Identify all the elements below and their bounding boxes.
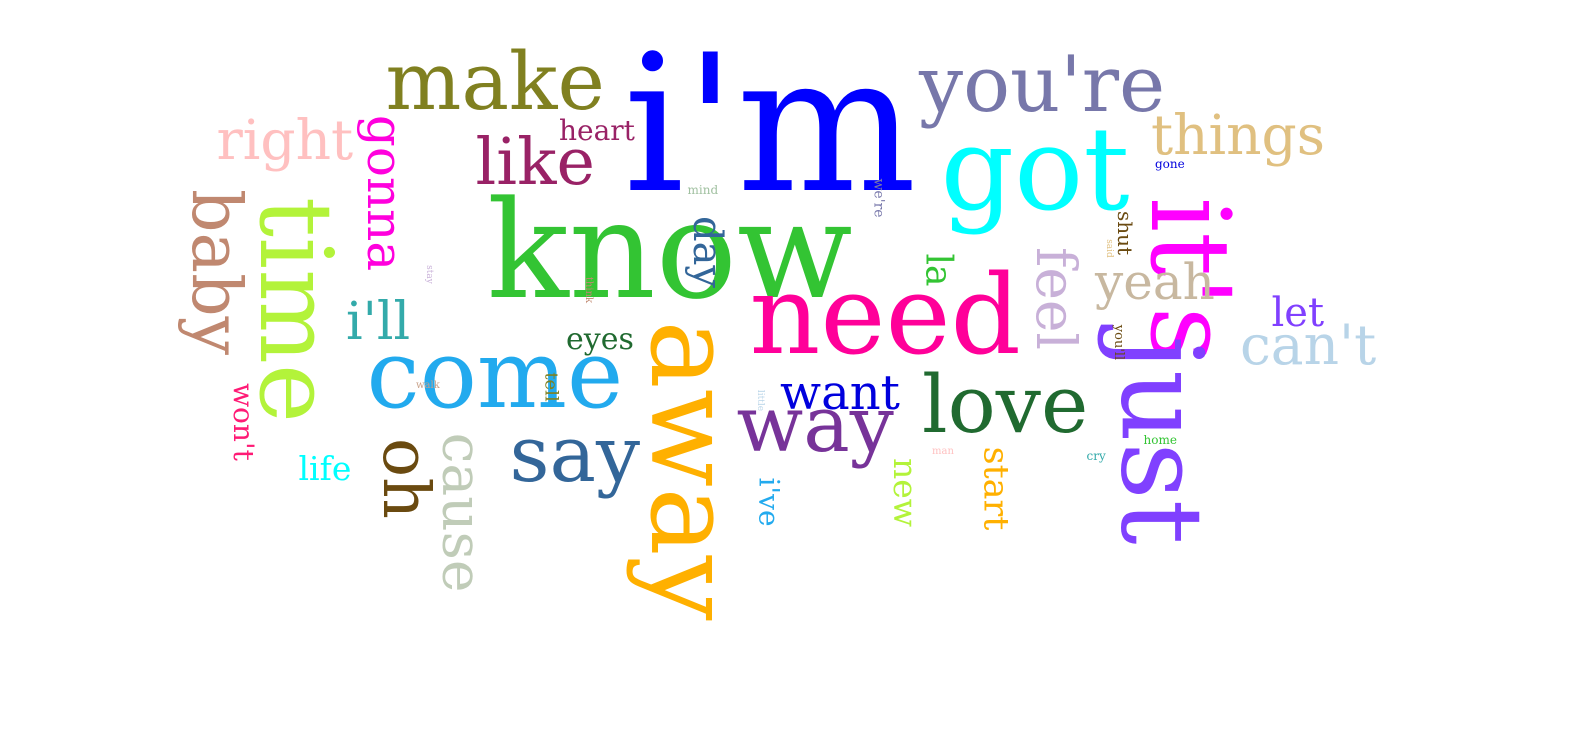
word-we-re: we're — [870, 178, 887, 218]
word-la: la — [916, 253, 958, 287]
word-mind: mind — [687, 183, 719, 197]
word-things: things — [1151, 102, 1325, 167]
word-life: life — [298, 448, 352, 488]
word-like: like — [475, 124, 595, 200]
word-little: little — [754, 389, 765, 411]
word-yeah: yeah — [1095, 253, 1215, 311]
word-right: right — [216, 107, 354, 172]
word-tell: tell — [540, 372, 562, 402]
word-know: know — [487, 171, 853, 329]
word-you-ll: you'll — [1110, 324, 1126, 360]
word-need: need — [749, 251, 1021, 379]
word-make: make — [385, 35, 605, 128]
word-day: day — [684, 215, 731, 289]
word-won-t: won't — [226, 383, 260, 461]
word-time: time — [237, 196, 355, 424]
word-shut: shut — [1113, 210, 1138, 256]
word-new: new — [885, 457, 925, 527]
word-cause: cause — [430, 432, 495, 592]
word-away: away — [623, 319, 758, 621]
word-feel: feel — [1023, 246, 1088, 350]
word-oh: oh — [367, 437, 443, 519]
word-let: let — [1271, 290, 1325, 336]
word-heart: heart — [559, 114, 635, 147]
word-said: said — [1103, 238, 1114, 258]
word-i-ve: i've — [752, 477, 786, 527]
word-home: home — [1143, 433, 1177, 447]
word-man: man — [932, 446, 954, 457]
word-come: come — [366, 319, 624, 430]
word-walk: walk — [416, 380, 440, 391]
word-want: want — [780, 365, 900, 421]
word-i-m: i'm — [623, 14, 917, 235]
word-you-re: you're — [919, 40, 1166, 130]
word-think: think — [583, 276, 595, 304]
word-gonna: gonna — [356, 114, 415, 272]
word-i-ll: i'll — [346, 292, 411, 352]
word-start: start — [975, 446, 1016, 530]
word-way: way — [736, 380, 894, 470]
word-cry: cry — [1086, 449, 1106, 463]
word-stay: stay — [423, 264, 434, 284]
word-love: love — [922, 358, 1089, 451]
word-eyes: eyes — [566, 322, 634, 357]
word-can-t: can't — [1240, 312, 1377, 377]
word-gone: gone — [1155, 157, 1185, 171]
word-got: got — [940, 102, 1130, 237]
word-say: say — [509, 410, 641, 500]
word-baby: baby — [176, 188, 256, 356]
